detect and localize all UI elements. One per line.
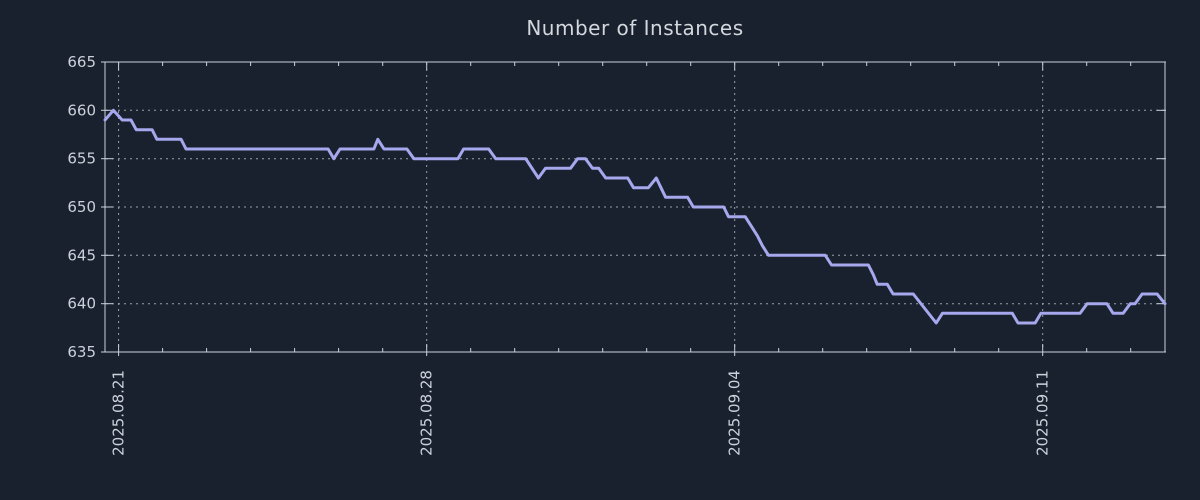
y-tick-label: 655 xyxy=(67,150,96,168)
y-tick-label: 640 xyxy=(67,295,96,313)
x-tick-label: 2025.09.11 xyxy=(1034,370,1052,456)
y-tick-label: 650 xyxy=(67,198,96,216)
x-tick-label: 2025.08.28 xyxy=(418,370,436,456)
plot-border xyxy=(104,61,1166,353)
y-tick-label: 665 xyxy=(67,53,96,71)
chart-title: Number of Instances xyxy=(526,16,744,40)
y-tick-label: 635 xyxy=(67,343,96,361)
y-tick-label: 645 xyxy=(67,246,96,264)
x-tick-label: 2025.08.21 xyxy=(110,370,128,456)
x-tick-label: 2025.09.04 xyxy=(726,370,744,456)
y-tick-label: 660 xyxy=(67,101,96,119)
chart-line xyxy=(103,108,1167,325)
